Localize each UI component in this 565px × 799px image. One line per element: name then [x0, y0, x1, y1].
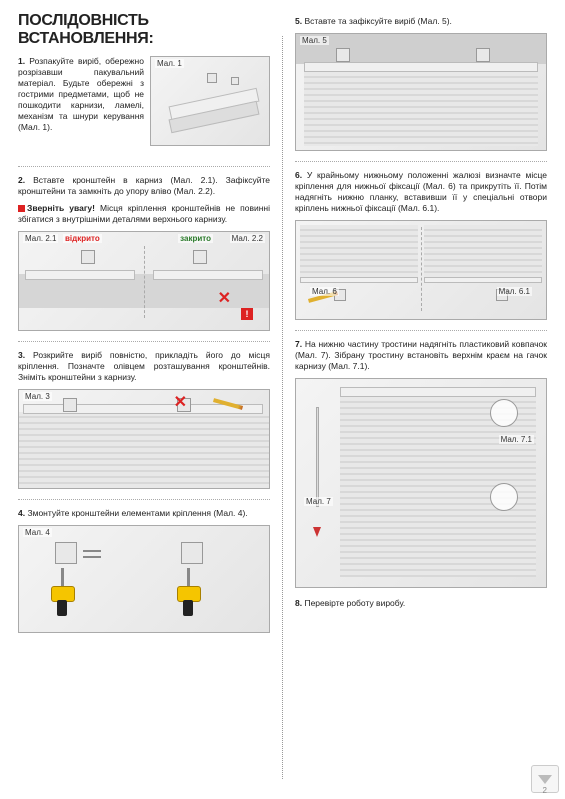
- step-8-text: 8. Перевірте роботу виробу.: [295, 598, 547, 609]
- step-7-text: 7. На нижню частину тростини надягніть п…: [295, 339, 547, 372]
- left-column: ПОСЛІДОВНІСТЬ ВСТАНОВЛЕННЯ: 1. Розпакуйт…: [18, 12, 270, 789]
- step-5-text: 5. Вставте та зафіксуйте виріб (Мал. 5).: [295, 16, 547, 27]
- figure-2: Мал. 2.1 відкрито закрито Мал. 2.2 ✕ !: [18, 231, 270, 331]
- divider: [295, 330, 547, 331]
- figure-closed-label: закрито: [178, 234, 213, 243]
- step-1: 1. Розпакуйте виріб, обережно розрізавши…: [18, 56, 270, 156]
- step-6-text: 6. У крайньому нижньому положенні жалюзі…: [295, 170, 547, 214]
- figure-3-label: Мал. 3: [23, 392, 52, 401]
- figure-21-label: Мал. 2.1: [23, 234, 58, 243]
- right-column: 5. Вставте та зафіксуйте виріб (Мал. 5).…: [295, 12, 547, 789]
- x-mark-icon: ✕: [218, 288, 231, 308]
- figure-1-label: Мал. 1: [155, 59, 184, 68]
- divider: [18, 499, 270, 500]
- drill-icon: [47, 566, 89, 616]
- page-number: 2: [543, 786, 547, 795]
- figure-4-label: Мал. 4: [23, 528, 52, 537]
- figure-5-label: Мал. 5: [300, 36, 329, 45]
- step-3-text: 3. Розкрийте виріб повністю, прикладіть …: [18, 350, 270, 383]
- figure-4: Мал. 4: [18, 525, 270, 633]
- divider: [295, 161, 547, 162]
- divider: [18, 341, 270, 342]
- wand-tip-icon: [313, 527, 321, 537]
- instruction-page: ПОСЛІДОВНІСТЬ ВСТАНОВЛЕННЯ: 1. Розпакуйт…: [0, 0, 565, 799]
- step-2-warning: Зверніть увагу! Місця кріплення кронштей…: [18, 203, 270, 225]
- wand-icon: [316, 407, 319, 507]
- x-mark-icon: ✕: [174, 392, 187, 412]
- figure-1: Мал. 1: [150, 56, 270, 146]
- figure-6: Мал. 6 Мал. 6.1: [295, 220, 547, 320]
- drill-icon: [173, 566, 215, 616]
- figure-6-label: Мал. 6: [310, 287, 339, 296]
- figure-3: Мал. 3 ✕: [18, 389, 270, 489]
- figure-open-label: відкрито: [63, 234, 102, 243]
- step-4-text: 4. Змонтуйте кронштейни елементами кріпл…: [18, 508, 270, 519]
- figure-61-label: Мал. 6.1: [497, 287, 532, 296]
- step-1-text: 1. Розпакуйте виріб, обережно розрізавши…: [18, 56, 144, 156]
- figure-5: Мал. 5: [295, 33, 547, 151]
- figure-7-label: Мал. 7: [304, 497, 333, 506]
- figure-7: Мал. 7 Мал. 7.1: [295, 378, 547, 588]
- divider: [18, 166, 270, 167]
- column-divider: [282, 36, 283, 779]
- page-title: ПОСЛІДОВНІСТЬ ВСТАНОВЛЕННЯ:: [18, 12, 270, 48]
- warning-icon: [18, 205, 25, 212]
- figure-71-label: Мал. 7.1: [499, 435, 534, 444]
- figure-22-label: Мал. 2.2: [230, 234, 265, 243]
- exclaim-icon: !: [241, 308, 253, 320]
- step-2-text: 2. Вставте кронштейн в карниз (Мал. 2.1)…: [18, 175, 270, 197]
